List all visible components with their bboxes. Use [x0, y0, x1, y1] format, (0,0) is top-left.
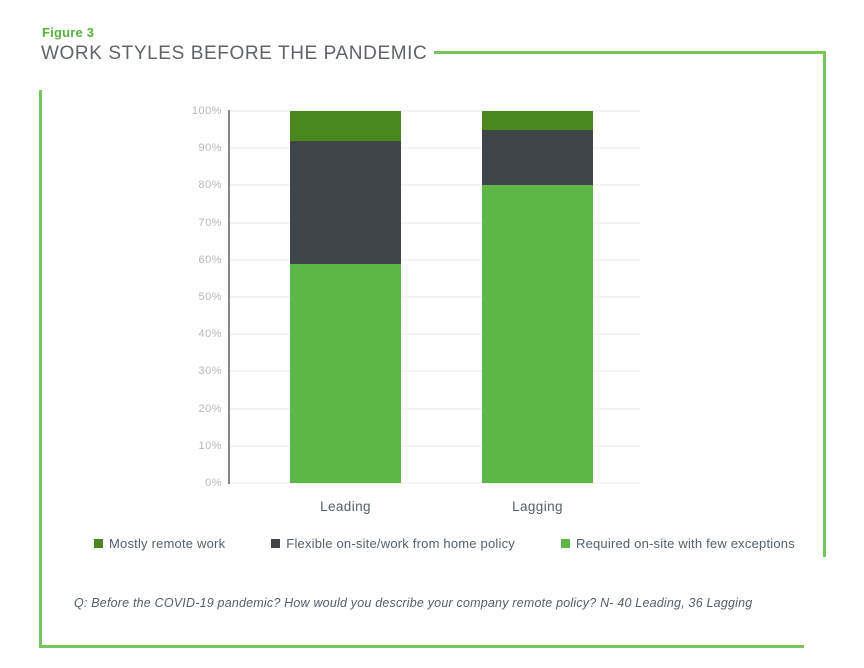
y-tick-label: 40% [198, 328, 222, 341]
legend-label: Flexible on-site/work from home policy [286, 536, 515, 551]
gridline [230, 407, 640, 410]
legend-item-0: Mostly remote work [94, 536, 225, 551]
gridline [230, 184, 640, 187]
legend-swatch-icon [560, 539, 570, 548]
gridline [230, 258, 640, 261]
frame-line-top [434, 51, 826, 54]
frame-line-bottom [39, 645, 804, 648]
gridline [230, 110, 640, 112]
y-tick-label: 0% [205, 477, 222, 489]
frame-line-left [39, 90, 42, 648]
y-tick-label: 70% [198, 216, 222, 229]
y-tick-label: 100% [191, 105, 222, 117]
chart-title: WORK STYLES BEFORE THE PANDEMIC [41, 43, 428, 64]
source-question-footnote: Q: Before the COVID-19 pandemic? How wou… [74, 596, 753, 610]
bar-segment-lagging-0 [482, 111, 593, 130]
gridline [230, 370, 640, 373]
legend-swatch-icon [94, 539, 103, 548]
x-category-label-leading: Leading [320, 499, 371, 514]
plot-area [228, 110, 640, 484]
y-tick-label: 90% [198, 142, 222, 155]
figure-number-label: Figure 3 [42, 25, 95, 40]
y-tick-label: 30% [198, 365, 222, 378]
x-category-label-lagging: Lagging [512, 499, 563, 514]
gridline [230, 296, 640, 298]
legend-label: Mostly remote work [109, 536, 226, 551]
bar-segment-lagging-1 [482, 129, 593, 186]
y-tick-label: 20% [198, 402, 222, 415]
y-tick-label: 60% [198, 253, 222, 266]
stacked-bar-leading [290, 111, 401, 483]
y-tick-label: 50% [198, 291, 222, 303]
y-axis: 0% 10% 20% 30% 40% 50% 60% 70% 80% 90% 100% [150, 105, 222, 489]
stacked-bar-lagging [482, 111, 593, 483]
legend-label: Required on-site with few exceptions [575, 536, 795, 551]
gridline [230, 221, 640, 224]
y-tick-label: 10% [198, 439, 222, 452]
y-axis-line [228, 110, 230, 484]
legend-swatch-icon [271, 539, 281, 548]
gridline [230, 444, 640, 447]
legend-item-1: Flexible on-site/work from home policy [271, 536, 515, 551]
gridline [230, 482, 640, 484]
gridline [230, 333, 640, 336]
bar-segment-leading-2 [290, 263, 401, 483]
legend: Mostly remote work Flexible on-site/work … [94, 536, 795, 551]
frame-line-right [823, 51, 826, 557]
gridline [230, 147, 640, 150]
y-tick-label: 80% [198, 179, 222, 192]
legend-item-2: Required on-site with few exceptions [560, 536, 795, 551]
bar-segment-leading-1 [290, 140, 401, 264]
bar-segment-leading-0 [290, 111, 401, 141]
bar-segment-lagging-2 [482, 185, 593, 483]
